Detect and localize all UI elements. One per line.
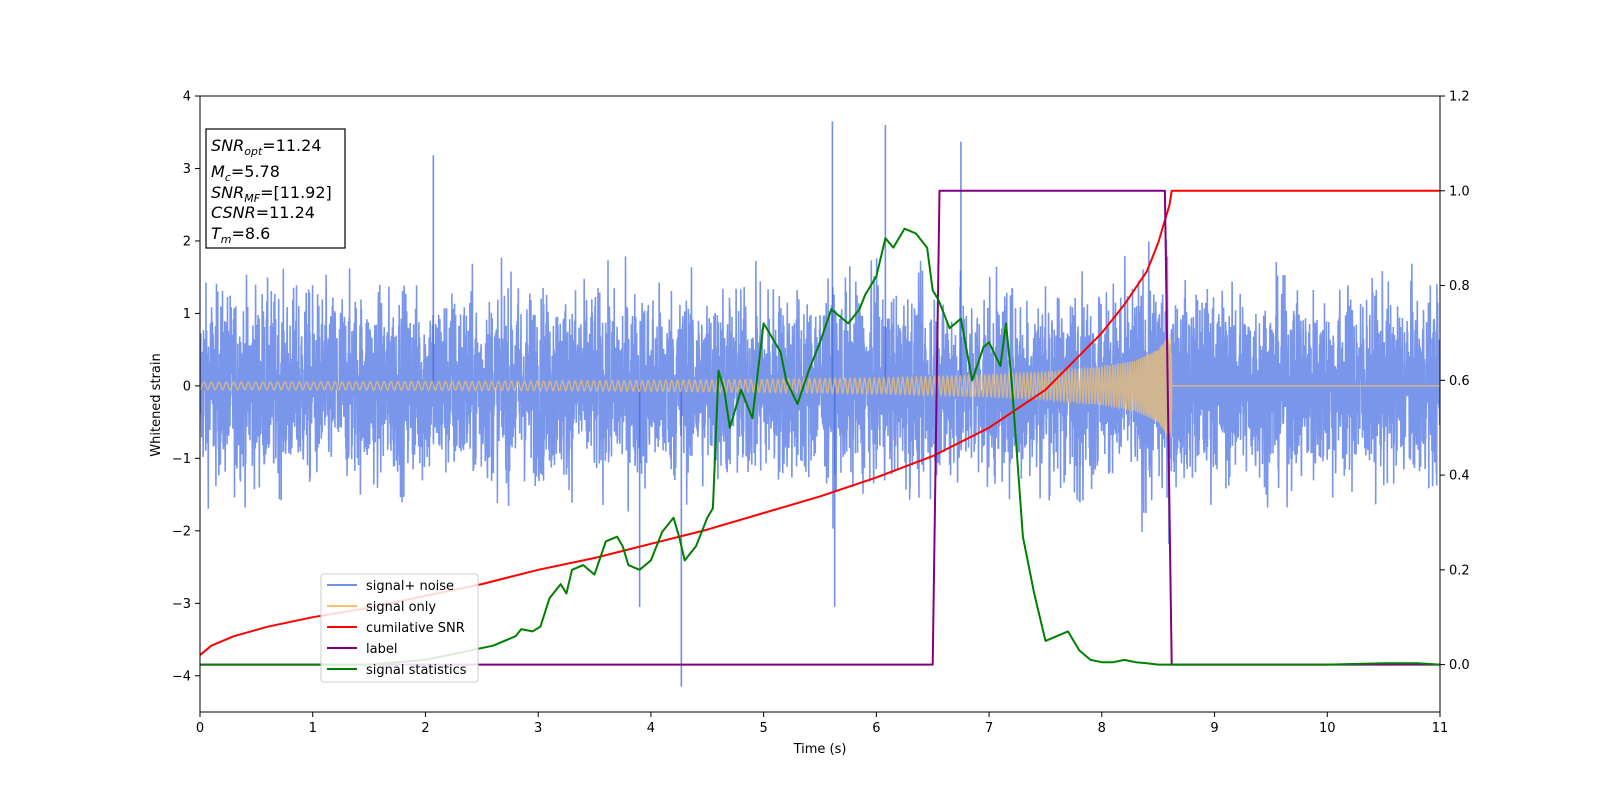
y-right-tick-label: 0.6 <box>1449 374 1470 389</box>
svg-text:label: label <box>366 642 397 657</box>
y-right-tick-label: 1.2 <box>1449 90 1470 105</box>
series-signal-noise <box>200 239 1440 545</box>
series-signal-statistics <box>200 227 1440 666</box>
y-right-tick-label: 0.0 <box>1449 658 1470 673</box>
x-tick-label: 2 <box>421 721 429 736</box>
legend: signal+ noise signal only cumilative SNR… <box>320 573 479 683</box>
info-tm: Tm=8.6 <box>211 224 270 246</box>
x-axis-label: Time (s) <box>793 742 847 757</box>
svg-text:cumilative SNR: cumilative SNR <box>366 621 465 636</box>
x-tick-label: 5 <box>759 721 767 736</box>
svg-text:signal statistics: signal statistics <box>366 663 467 678</box>
legend-item-label: label <box>327 642 397 657</box>
series-signal-only <box>200 333 1440 438</box>
legend-item-signal-only: signal only <box>327 600 436 615</box>
legend-item-signal-noise: signal+ noise <box>327 579 454 594</box>
plot-frame <box>199 95 1441 713</box>
y-right-tick-label: 0.2 <box>1449 563 1470 578</box>
svg-text:signal+ noise: signal+ noise <box>366 579 454 594</box>
y-left-tick-label: −4 <box>172 669 191 684</box>
x-tick-label: 9 <box>1210 721 1218 736</box>
y-left-tick-label: 2 <box>183 234 191 249</box>
x-tick-label: 7 <box>985 721 993 736</box>
y-axis-label: Whitened strain <box>149 353 164 456</box>
legend-item-signal-statistics: signal statistics <box>327 663 467 678</box>
x-tick-label: 11 <box>1432 721 1449 736</box>
legend-item-cumulative-snr: cumilative SNR <box>327 621 465 636</box>
info-mc: Mc=5.78 <box>211 162 280 184</box>
y-left-tick-label: 1 <box>183 307 191 322</box>
y-right-tick-label: 1.0 <box>1449 184 1470 199</box>
x-tick-label: 8 <box>1098 721 1106 736</box>
x-tick-label: 6 <box>872 721 880 736</box>
info-snr-mf: SNRMF=[11.92] <box>211 183 332 205</box>
y-right-tick-label: 0.4 <box>1449 469 1470 484</box>
y-left-tick-label: −3 <box>172 597 191 612</box>
x-tick-label: 3 <box>534 721 542 736</box>
x-tick-label: 10 <box>1319 721 1336 736</box>
info-box: SNRopt=11.24 Mc=5.78 SNRMF=[11.92] CSNR=… <box>205 128 346 249</box>
y-left-tick-label: −1 <box>172 452 191 467</box>
x-tick-label: 4 <box>647 721 655 736</box>
x-tick-label: 1 <box>309 721 317 736</box>
info-csnr: CSNR=11.24 <box>211 203 315 222</box>
svg-text:signal only: signal only <box>366 600 436 615</box>
x-tick-label: 0 <box>196 721 204 736</box>
info-snr-opt: SNRopt=11.24 <box>211 136 322 158</box>
y-right-tick-label: 0.8 <box>1449 279 1470 294</box>
y-left-tick-label: −2 <box>172 524 191 539</box>
y-left-tick-label: 0 <box>183 379 191 394</box>
y-left-tick-label: 4 <box>183 90 191 105</box>
y-left-tick-label: 3 <box>183 162 191 177</box>
